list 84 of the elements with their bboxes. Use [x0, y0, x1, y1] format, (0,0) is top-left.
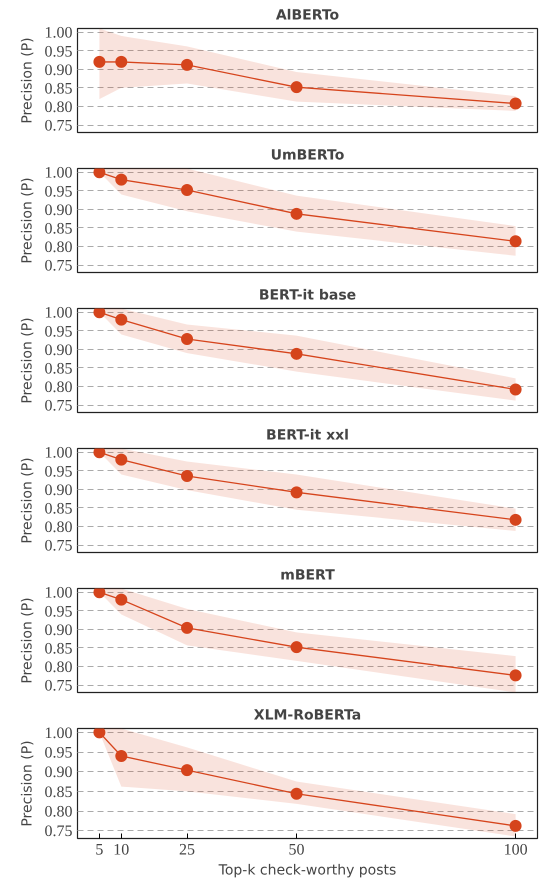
- y-axis-title: Precision (P): [20, 457, 36, 544]
- point: [93, 448, 106, 458]
- point: [290, 208, 303, 220]
- y-tick-label: 0.85: [44, 784, 72, 801]
- point: [181, 622, 194, 634]
- y-tick-label: 0.80: [44, 659, 72, 676]
- y-tick-label: 0.80: [44, 99, 72, 116]
- y-axis-title: Precision (P): [20, 740, 36, 827]
- chart-title: BERT-it base: [258, 288, 356, 304]
- x-tick-label: 25: [179, 842, 196, 858]
- y-tick-label: 0.85: [44, 80, 72, 98]
- y-tick-label: 0.95: [44, 183, 72, 200]
- y-tick-label: 0.90: [44, 62, 72, 79]
- point: [93, 168, 106, 178]
- chart-title: AlBERTo: [276, 8, 340, 24]
- chart-title: BERT-it xxl: [266, 428, 349, 444]
- y-tick-label: 0.90: [44, 764, 72, 782]
- point: [115, 56, 128, 68]
- y-tick-label: 0.85: [44, 500, 72, 518]
- point: [181, 184, 194, 196]
- x-tick-label: 100: [504, 842, 528, 858]
- point: [290, 486, 303, 498]
- point: [115, 174, 128, 186]
- y-tick-label: 0.80: [44, 804, 72, 820]
- point: [510, 235, 522, 248]
- y-tick-label: 0.90: [44, 482, 72, 499]
- point: [115, 594, 128, 606]
- x-axis-title: Top-k check-worthy posts: [218, 862, 396, 878]
- y-tick-label: 0.75: [44, 538, 72, 555]
- y-tick-label: 0.75: [44, 258, 72, 275]
- y-tick-label: 0.95: [44, 463, 72, 480]
- y-axis-title: Precision (P): [20, 37, 36, 124]
- x-tick-label: 5: [95, 842, 104, 858]
- y-tick-label: 1.00: [44, 724, 72, 742]
- y-tick-label: 1.00: [44, 304, 72, 322]
- y-tick-label: 0.85: [44, 220, 72, 238]
- x-tick-label: 50: [288, 842, 305, 858]
- point: [510, 514, 522, 526]
- chart-title: mBERT: [280, 568, 336, 584]
- y-tick-label: 0.95: [44, 323, 72, 340]
- point: [510, 98, 522, 110]
- y-tick-label: 0.75: [44, 398, 72, 415]
- chart-title: XLM-RoBERTa: [254, 708, 362, 724]
- point: [290, 81, 303, 94]
- y-tick-label: 0.85: [44, 360, 72, 378]
- y-tick-label: 0.90: [44, 622, 72, 639]
- point: [290, 788, 303, 800]
- y-tick-label: 1.00: [44, 24, 72, 42]
- y-tick-label: 1.00: [44, 444, 72, 462]
- point: [290, 641, 303, 654]
- y-tick-label: 0.90: [44, 342, 72, 359]
- point: [181, 764, 194, 776]
- point: [510, 383, 522, 396]
- y-tick-label: 1.00: [44, 164, 72, 182]
- y-axis-title: Precision (P): [20, 177, 36, 264]
- y-tick-label: 0.85: [44, 640, 72, 658]
- x-tick-label: 10: [113, 842, 130, 858]
- point: [181, 332, 194, 345]
- y-axis-title: Precision (P): [20, 597, 36, 684]
- point: [510, 669, 522, 682]
- point: [93, 588, 106, 598]
- y-tick-label: 0.95: [44, 744, 72, 762]
- point: [93, 728, 106, 738]
- chart-title: UmBERTo: [270, 148, 345, 164]
- y-tick-label: 0.90: [44, 202, 72, 219]
- point: [93, 56, 106, 68]
- y-tick-label: 1.00: [44, 584, 72, 602]
- y-tick-label: 0.95: [44, 603, 72, 620]
- y-tick-label: 0.80: [44, 379, 72, 396]
- y-tick-label: 0.75: [44, 678, 72, 695]
- y-tick-label: 0.75: [44, 823, 72, 840]
- point: [115, 750, 128, 762]
- point: [181, 470, 194, 482]
- y-tick-label: 0.80: [44, 239, 72, 256]
- y-tick-label: 0.75: [44, 118, 72, 135]
- point: [181, 58, 194, 71]
- point: [115, 454, 128, 466]
- y-axis-title: Precision (P): [20, 317, 36, 404]
- y-tick-label: 0.95: [44, 43, 72, 60]
- point: [115, 314, 128, 326]
- point: [290, 348, 303, 360]
- point: [93, 308, 106, 318]
- y-tick-label: 0.80: [44, 519, 72, 536]
- point: [510, 820, 522, 832]
